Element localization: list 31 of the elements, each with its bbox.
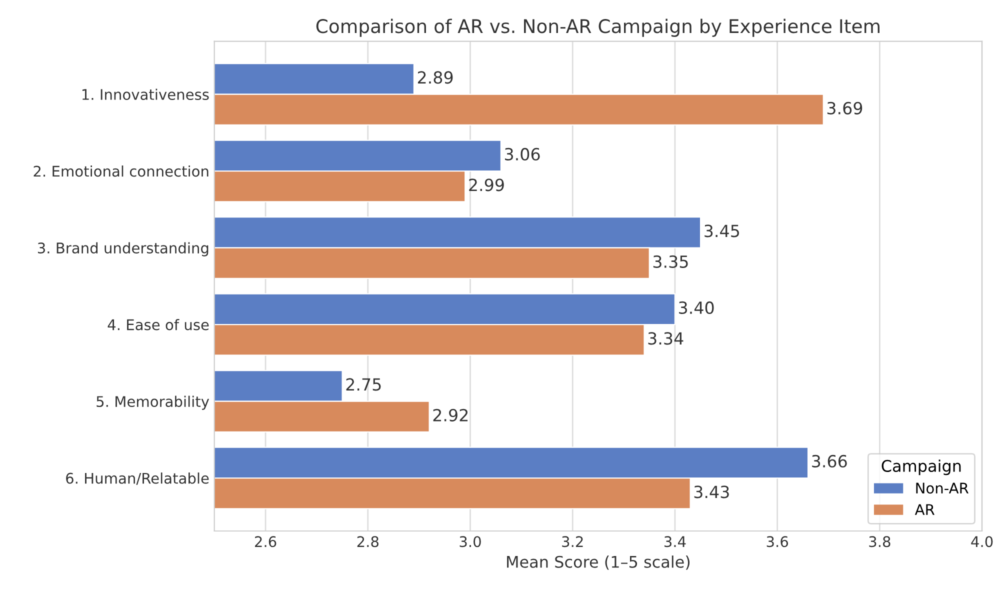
x-tick-label: 4.0 — [971, 536, 993, 548]
x-tick-label: 3.2 — [562, 536, 583, 548]
data-label: 2.92 — [433, 408, 468, 422]
legend-label: AR — [914, 504, 934, 515]
x-tick-label: 3.8 — [869, 536, 890, 548]
data-label: 3.34 — [648, 332, 684, 345]
data-label: 3.35 — [653, 255, 688, 268]
data-label: 2.75 — [346, 378, 381, 391]
data-label: 2.89 — [418, 71, 453, 84]
y-tick-label: 4. Ease of use — [108, 318, 209, 330]
x-tick-label: 3.4 — [664, 536, 686, 548]
data-label: 3.69 — [827, 102, 862, 114]
data-label: 3.45 — [704, 224, 739, 238]
data-label: 3.06 — [505, 148, 540, 160]
y-tick-label: 1. Innovativeness — [82, 88, 209, 100]
y-tick-label: 6. Human/Relatable — [66, 472, 209, 485]
x-axis-title: Mean Score (1–5 scale) — [507, 556, 690, 570]
y-tick-label: 3. Brand understanding — [38, 242, 208, 256]
x-tick-label: 2.8 — [357, 536, 378, 548]
legend-title: Campaign — [882, 460, 961, 476]
y-tick-label: 2. Emotional connection — [34, 165, 208, 177]
x-tick-label: 2.6 — [255, 536, 276, 548]
x-tick-label: 3.6 — [766, 536, 788, 548]
chart-title: Comparison of AR vs. Non-AR Campaign by Experience Item — [316, 18, 880, 37]
x-tick-label: 3.0 — [460, 536, 481, 548]
data-label: 3.66 — [812, 454, 847, 468]
data-label: 3.43 — [694, 486, 729, 498]
y-tick-label: 5. Memorability — [96, 396, 210, 410]
data-label: 2.99 — [469, 178, 504, 192]
legend-label: Non-AR — [916, 482, 968, 494]
data-label: 3.40 — [679, 301, 714, 314]
